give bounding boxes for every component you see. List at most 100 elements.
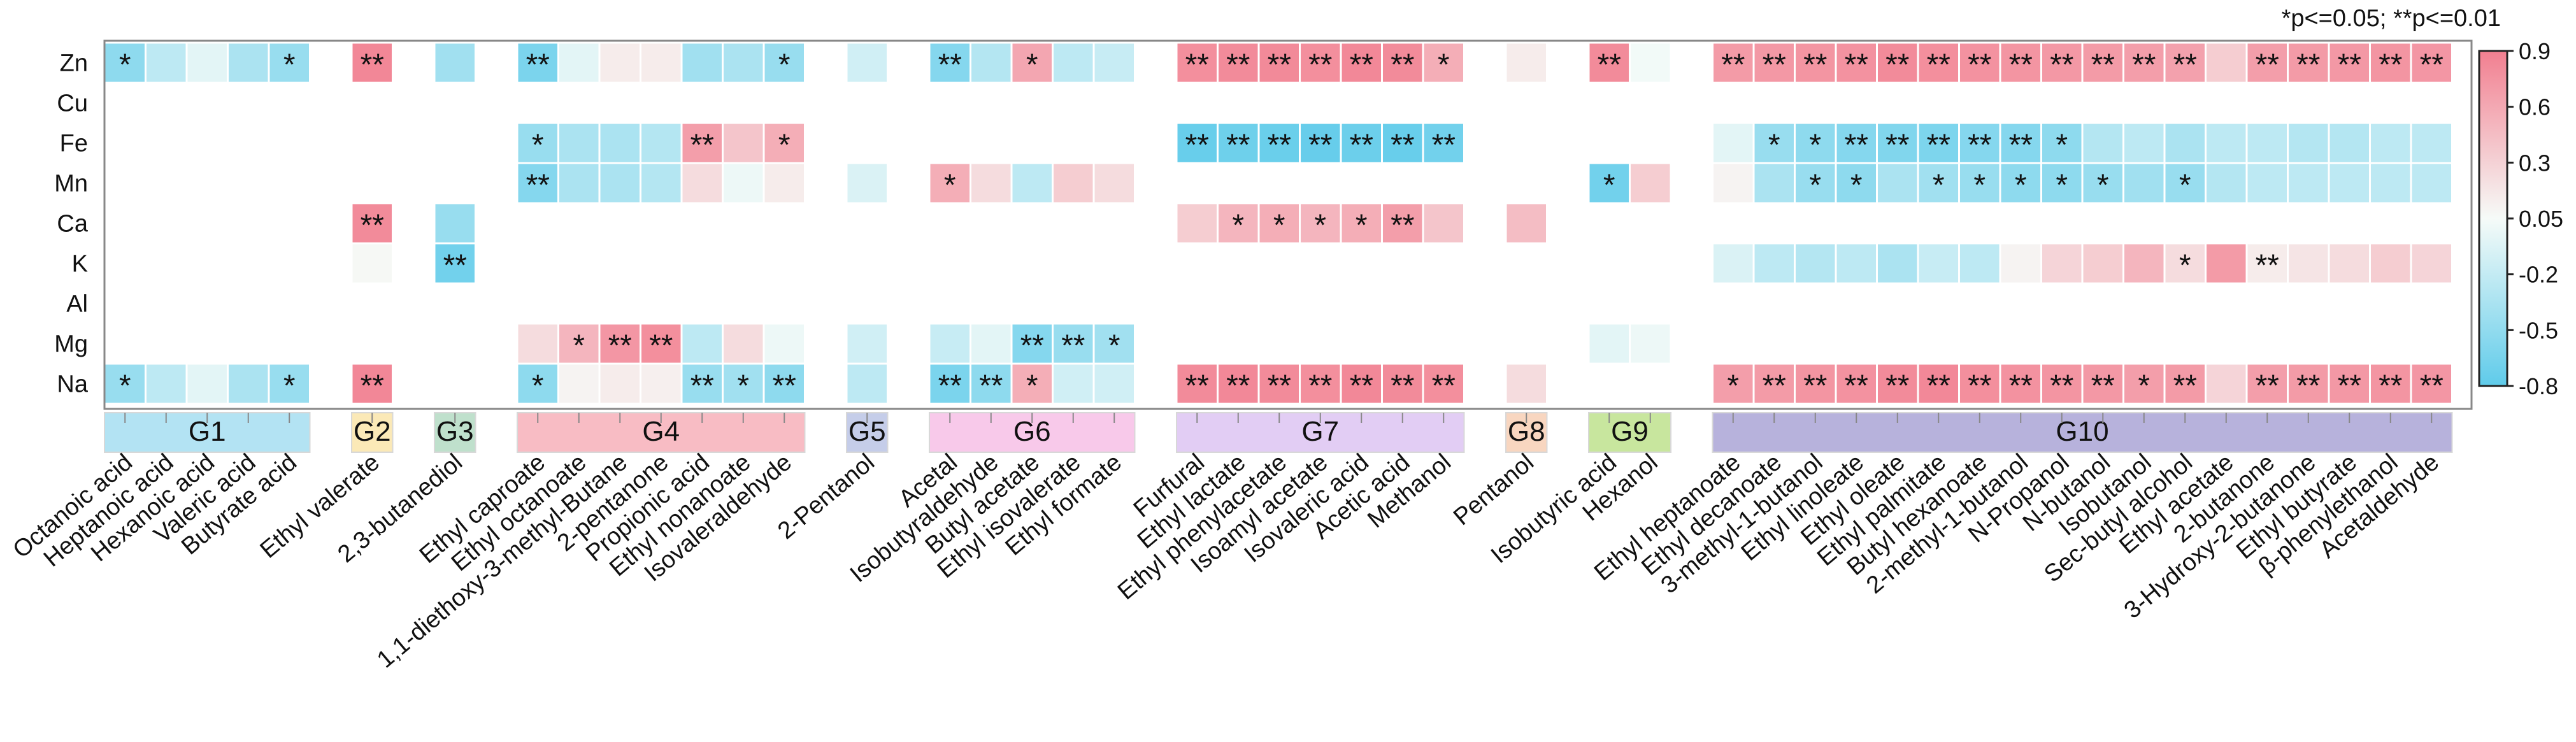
significance-mark: * (2056, 129, 2068, 162)
heatmap-cell (1342, 204, 1381, 243)
heatmap-cell (2289, 124, 2328, 162)
significance-mark: * (1026, 48, 1038, 82)
significance-mark: ** (2338, 48, 2361, 82)
heatmap-cell (724, 43, 763, 82)
significance-mark: ** (1308, 369, 1332, 403)
heatmap-cell (764, 124, 804, 162)
heatmap-cell (269, 43, 309, 82)
heatmap-cell (724, 164, 763, 203)
heatmap-cell (1836, 164, 1876, 203)
significance-mark: ** (1763, 369, 1786, 403)
heatmap-cell (1383, 43, 1422, 82)
significance-mark: * (1232, 209, 1244, 243)
significance-mark: ** (1350, 48, 1373, 82)
heatmap-cell (682, 43, 722, 82)
heatmap-cell (147, 364, 186, 403)
significance-mark: ** (938, 48, 962, 82)
significance-mark: ** (691, 369, 714, 403)
significance-mark: ** (1391, 369, 1414, 403)
significance-mark: ** (1226, 369, 1250, 403)
heatmap-cell (518, 324, 557, 363)
heatmap-cell (1506, 364, 1546, 403)
heatmap-cell (971, 43, 1011, 82)
significance-mark: * (573, 329, 585, 363)
heatmap-cell (1796, 364, 1835, 403)
heatmap-cell (1094, 324, 1134, 363)
heatmap-cell (352, 244, 392, 283)
heatmap-cell (1259, 364, 1299, 403)
colorbar-tick-label: 0.05 (2519, 206, 2563, 232)
heatmap-cell (2083, 244, 2122, 283)
row-label: Zn (60, 50, 88, 77)
significance-mark: ** (2091, 369, 2115, 403)
significance-mark: ** (526, 48, 550, 82)
heatmap-cell (518, 43, 557, 82)
significance-mark: ** (608, 329, 632, 363)
heatmap-cell (600, 43, 640, 82)
heatmap-cell (1383, 364, 1422, 403)
heatmap-cell (2042, 164, 2082, 203)
heatmap-cell (518, 364, 557, 403)
significance-mark: * (1603, 169, 1615, 203)
row-label: Na (57, 371, 88, 398)
heatmap-cell (971, 164, 1011, 203)
significance-mark: * (119, 369, 131, 403)
heatmap-cell (1012, 324, 1052, 363)
heatmap-cell (2207, 43, 2246, 82)
significance-mark: ** (1968, 129, 1991, 162)
heatmap-cell (559, 43, 599, 82)
significance-mark: ** (1845, 48, 1868, 82)
heatmap-cell (187, 43, 227, 82)
heatmap-cell (2001, 364, 2040, 403)
heatmap-frame (103, 39, 2473, 410)
heatmap-cell (1878, 124, 1917, 162)
heatmap-cell (2371, 124, 2410, 162)
significance-mark: ** (1432, 129, 1456, 162)
heatmap-cell (1054, 324, 1093, 363)
heatmap-cell (1012, 364, 1052, 403)
significance-mark: * (283, 369, 296, 403)
significance-mark: ** (1268, 129, 1291, 162)
heatmap-cell (2371, 364, 2410, 403)
significance-mark: ** (773, 369, 796, 403)
heatmap-cell (1754, 364, 1794, 403)
heatmap-cell (2289, 364, 2328, 403)
heatmap-cell (1094, 43, 1134, 82)
heatmap-cell (600, 124, 640, 162)
heatmap-cell (1878, 244, 1917, 283)
heatmap-cell (2247, 43, 2287, 82)
heatmap-cell (1754, 244, 1794, 283)
heatmap-cell (1094, 364, 1134, 403)
heatmap-cell (1754, 164, 1794, 203)
heatmap-cell (2124, 364, 2164, 403)
heatmap-cell (2165, 124, 2205, 162)
significance-mark: ** (1226, 48, 1250, 82)
significance-mark: * (778, 129, 791, 162)
row-label: Cu (57, 90, 88, 117)
heatmap-cell (2042, 364, 2082, 403)
heatmap-cell (2165, 364, 2205, 403)
heatmap-cell (2247, 364, 2287, 403)
significance-mark: ** (443, 249, 467, 283)
heatmap-cell (1259, 204, 1299, 243)
significance-mark: ** (1927, 369, 1950, 403)
heatmap-cell (2124, 124, 2164, 162)
colorbar: 0.9 0.6 0.3 0.05 -0.2 -0.5 -0.8 (2478, 38, 2563, 399)
heatmap-cell (1919, 43, 1958, 82)
heatmap-cell (2124, 43, 2164, 82)
heatmap-cell (1177, 124, 1217, 162)
heatmap-cell (2207, 244, 2246, 283)
colorbar-tick-label: 0.9 (2519, 38, 2551, 64)
colorbar-tick-label: 0.6 (2519, 94, 2551, 120)
significance-mark: * (1768, 129, 1780, 162)
significance-mark: ** (1968, 369, 1991, 403)
heatmap-cell (930, 364, 970, 403)
heatmap-cell (1796, 124, 1835, 162)
heatmap-cell (2371, 244, 2410, 283)
significance-mark: ** (2338, 369, 2361, 403)
heatmap-cell (1259, 43, 1299, 82)
heatmap-cell (1177, 364, 1217, 403)
significance-mark: ** (1885, 369, 1909, 403)
significance-mark: * (2015, 169, 2027, 203)
